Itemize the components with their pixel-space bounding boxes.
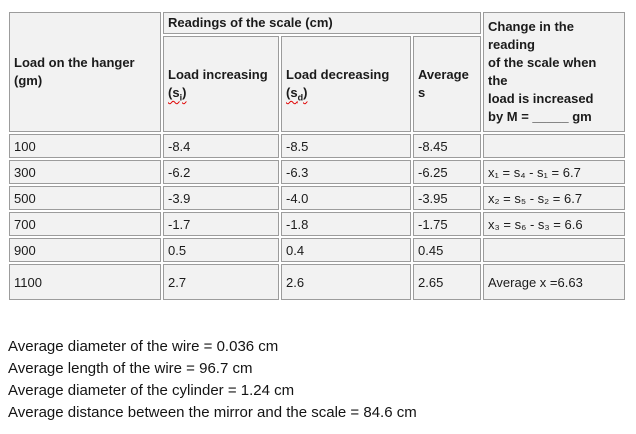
symbol-s-i-prefix: (s <box>168 85 180 100</box>
symbol-s-d-prefix: (s <box>286 85 298 100</box>
decreasing-cell: 0.4 <box>281 238 411 262</box>
symbol-s-d: (sd) <box>286 85 308 103</box>
average-cell: -1.75 <box>413 212 481 236</box>
header-averages: Average s <box>413 36 481 132</box>
note-wire-diameter: Average diameter of the wire = 0.036 cm <box>8 338 279 355</box>
symbol-s-i-suffix: ) <box>182 85 187 100</box>
header-load-increasing-symbol: (si) <box>168 84 274 102</box>
decreasing-cell: -6.3 <box>281 160 411 184</box>
increasing-cell: -3.9 <box>163 186 279 210</box>
change-cell: x₃ = s₆ - s₃ = 6.6 <box>483 212 625 236</box>
load-cell: 500 <box>9 186 161 210</box>
increasing-cell: 0.5 <box>163 238 279 262</box>
header-load-decreasing: Load decreasing (sd) <box>281 36 411 132</box>
table-row: 1100 2.7 2.6 2.65 Average x =6.63 <box>9 264 625 300</box>
header-load-on-hanger: Load on the hanger (gm) <box>9 12 161 132</box>
note-cylinder-diameter: Average diameter of the cylinder = 1.24 … <box>8 382 295 399</box>
note-mirror-scale-distance: Average distance between the mirror and … <box>8 404 417 421</box>
header-load-increasing-label: Load increasing <box>168 67 268 82</box>
average-cell: -3.95 <box>413 186 481 210</box>
measurement-notes: Average diameter of the wire = 0.036 cm … <box>8 336 636 424</box>
change-cell: x₂ = s₅ - s₂ = 6.7 <box>483 186 625 210</box>
symbol-s-d-suffix: ) <box>303 85 308 100</box>
decreasing-cell: -4.0 <box>281 186 411 210</box>
header-change-in-reading: Change in the reading of the scale when … <box>483 12 625 132</box>
average-cell: -6.25 <box>413 160 481 184</box>
header-load-increasing: Load increasing (si) <box>163 36 279 132</box>
change-cell: x₁ = s₄ - s₁ = 6.7 <box>483 160 625 184</box>
table-row: 100 -8.4 -8.5 -8.45 <box>9 134 625 158</box>
table-row: 900 0.5 0.4 0.45 <box>9 238 625 262</box>
symbol-s-d-subscript: d <box>297 92 304 103</box>
header-row-1: Load on the hanger (gm) Readings of the … <box>9 12 625 132</box>
change-cell: Average x =6.63 <box>483 264 625 300</box>
header-load-decreasing-label: Load decreasing <box>286 67 390 82</box>
load-cell: 900 <box>9 238 161 262</box>
load-cell: 100 <box>9 134 161 158</box>
increasing-cell: -6.2 <box>163 160 279 184</box>
symbol-s-i: (si) <box>168 85 187 103</box>
header-readings-group: Readings of the scale (cm) <box>163 12 481 34</box>
decreasing-cell: -1.8 <box>281 212 411 236</box>
header-load-decreasing-symbol: (sd) <box>286 84 406 102</box>
load-cell: 1100 <box>9 264 161 300</box>
decreasing-cell: -8.5 <box>281 134 411 158</box>
change-cell <box>483 134 625 158</box>
load-cell: 300 <box>9 160 161 184</box>
average-cell: 0.45 <box>413 238 481 262</box>
decreasing-cell: 2.6 <box>281 264 411 300</box>
change-cell <box>483 238 625 262</box>
increasing-cell: -8.4 <box>163 134 279 158</box>
readings-table: Load on the hanger (gm) Readings of the … <box>7 10 627 302</box>
increasing-cell: 2.7 <box>163 264 279 300</box>
table-row: 300 -6.2 -6.3 -6.25 x₁ = s₄ - s₁ = 6.7 <box>9 160 625 184</box>
increasing-cell: -1.7 <box>163 212 279 236</box>
table-row: 700 -1.7 -1.8 -1.75 x₃ = s₆ - s₃ = 6.6 <box>9 212 625 236</box>
table-row: 500 -3.9 -4.0 -3.95 x₂ = s₅ - s₂ = 6.7 <box>9 186 625 210</box>
symbol-s-i-subscript: i <box>179 92 183 103</box>
average-cell: -8.45 <box>413 134 481 158</box>
load-cell: 700 <box>9 212 161 236</box>
average-cell: 2.65 <box>413 264 481 300</box>
note-wire-length: Average length of the wire = 96.7 cm <box>8 360 253 377</box>
header-row-2: Load increasing (si) Load decreasing (sd… <box>9 36 625 132</box>
